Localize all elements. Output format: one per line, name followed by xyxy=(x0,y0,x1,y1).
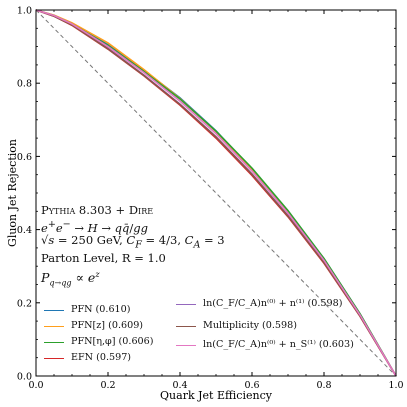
legend-swatch xyxy=(44,326,64,327)
series-line-7 xyxy=(35,9,397,377)
legend-swatch xyxy=(44,310,64,311)
legend-label: PFN (0.610) xyxy=(71,304,131,315)
y-tick-label: 0.0 xyxy=(17,372,32,383)
legend-label: PFN[η,φ] (0.606) xyxy=(71,336,154,347)
legend-label: ln(C_F/C_A)n⁽⁰⁾ + n_S⁽¹⁾ (0.603) xyxy=(203,339,354,350)
plot-area xyxy=(35,9,397,377)
x-tick-label: 0.4 xyxy=(172,380,187,391)
axes: 0.0 0.2 0.4 0.6 0.8 1.0 0.0 0.2 0.4 0.6 0.8 1.0 xyxy=(17,6,404,392)
legend-swatch xyxy=(176,345,196,346)
legend-label: Multiplicity (0.598) xyxy=(203,320,297,331)
annotation-level: Parton Level, R = 1.0 xyxy=(41,251,166,265)
x-tick-label: 0.0 xyxy=(28,380,43,391)
random-classifier-line xyxy=(35,9,397,377)
y-axis-label: Gluon Jet Rejection xyxy=(6,139,19,247)
y-tick-label: 0.6 xyxy=(17,152,32,163)
y-tick-label: 0.8 xyxy=(17,79,32,90)
series-line-6 xyxy=(35,9,397,377)
y-tick-label: 0.2 xyxy=(17,298,32,309)
x-tick-label: 0.8 xyxy=(316,380,331,391)
legend-label: EFN (0.597) xyxy=(71,352,132,363)
x-tick-label: 0.2 xyxy=(100,380,115,391)
legend-label: ln(C_F/C_A)n⁽⁰⁾ + n⁽¹⁾ (0.598) xyxy=(203,298,343,309)
annotation-pythia: Pythia 8.303 + Dire xyxy=(41,203,154,217)
annotation-splitting: Pq→qg ∝ ez xyxy=(41,270,100,288)
x-tick-label: 1.0 xyxy=(388,380,403,391)
legend-swatch xyxy=(176,304,196,305)
legend-swatch xyxy=(44,342,64,343)
legend-swatch xyxy=(176,326,196,327)
annotation-energy: √s = 250 GeV, CF = 4/3, CA = 3 xyxy=(41,233,225,251)
legend-swatch xyxy=(44,358,64,359)
annotation-process: e+e− → H → qq̄/gg xyxy=(41,219,148,235)
x-tick-label: 0.6 xyxy=(244,380,259,391)
y-tick-label: 0.4 xyxy=(17,225,32,236)
x-axis-label: Quark Jet Efficiency xyxy=(160,389,273,402)
y-tick-label: 1.0 xyxy=(17,6,32,17)
legend-label: PFN[z] (0.609) xyxy=(71,320,144,331)
